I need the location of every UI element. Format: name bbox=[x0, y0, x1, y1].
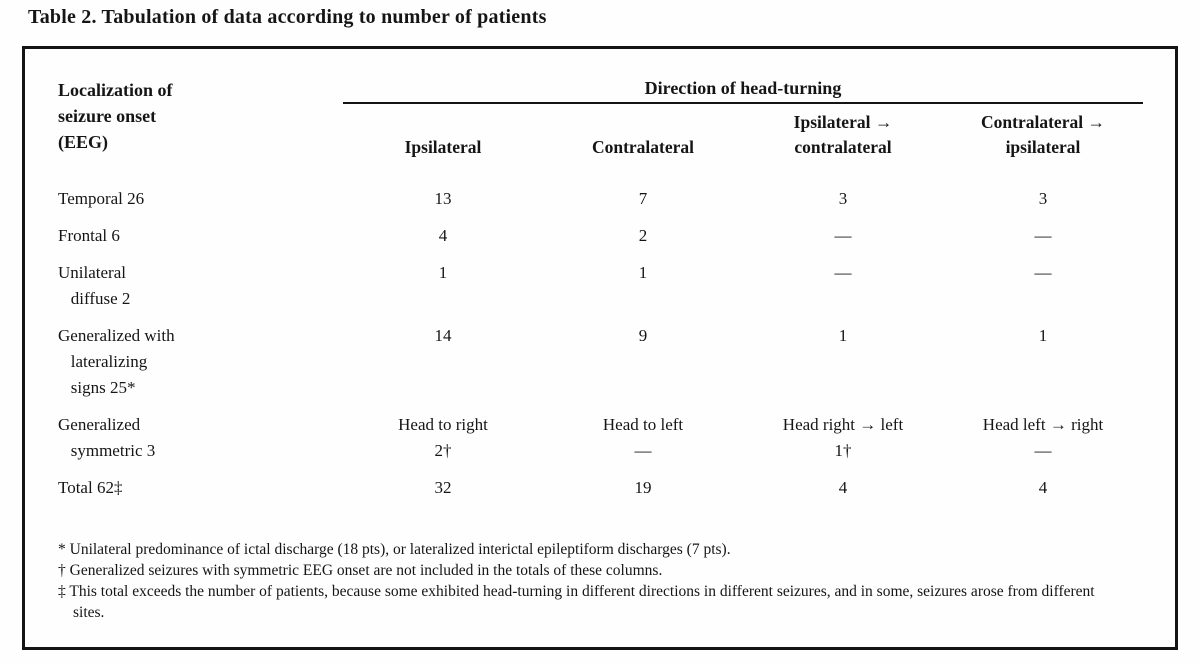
cell-value: Head left → right — bbox=[982, 415, 1104, 460]
spanner-header: Direction of head-turning bbox=[343, 77, 1143, 104]
table-row-total: Total 62‡ 32 19 4 4 bbox=[58, 475, 1175, 501]
column-header-ipsi-to-contra: Ipsilateral → contralateral bbox=[793, 112, 893, 157]
row-label: Frontal 6 bbox=[58, 226, 120, 245]
cell-value: — bbox=[834, 263, 852, 282]
cell-value: 1 bbox=[438, 263, 448, 282]
table-border-box: Localization of seizure onset (EEG) Dire… bbox=[22, 46, 1178, 650]
cell-value: Head to left — bbox=[602, 415, 684, 460]
column-header-contra-to-ipsi: Contralateral → ipsilateral bbox=[981, 112, 1105, 157]
table-header: Localization of seizure onset (EEG) Dire… bbox=[58, 77, 1175, 160]
cell-value: — bbox=[1034, 226, 1052, 245]
cell-value: 1 bbox=[638, 263, 648, 282]
column-headers: Ipsilateral Contralateral Ipsilateral → … bbox=[343, 110, 1143, 160]
cell-value: Head to right 2† bbox=[398, 415, 488, 460]
cell-value: — bbox=[834, 226, 852, 245]
row-label: Generalized with lateralizing signs 25* bbox=[58, 326, 175, 397]
row-label: Temporal 26 bbox=[58, 189, 145, 208]
footnote-asterisk: * Unilateral predominance of ictal disch… bbox=[58, 541, 731, 558]
cell-value: 7 bbox=[638, 189, 648, 208]
footnotes: * Unilateral predominance of ictal disch… bbox=[58, 539, 1175, 623]
cell-value: 1 bbox=[838, 326, 848, 345]
cell-value: 3 bbox=[838, 189, 848, 208]
column-header-group: Direction of head-turning Ipsilateral Co… bbox=[343, 77, 1143, 160]
cell-value: 1 bbox=[1038, 326, 1048, 345]
cell-value: 4 bbox=[1038, 478, 1048, 497]
cell-value: Head right → left 1† bbox=[782, 415, 904, 460]
table-content: Localization of seizure onset (EEG) Dire… bbox=[25, 49, 1175, 623]
column-header-contralateral: Contralateral bbox=[591, 137, 695, 157]
table-row-frontal: Frontal 6 4 2 — — bbox=[58, 223, 1175, 249]
table-row-unilateral-diffuse: Unilateral diffuse 2 1 1 — — bbox=[58, 260, 1175, 312]
cell-value: 32 bbox=[434, 478, 452, 497]
row-label: Generalized symmetric 3 bbox=[58, 415, 156, 460]
table-row-generalized-lateralizing: Generalized with lateralizing signs 25* … bbox=[58, 323, 1175, 401]
footnote-dagger: † Generalized seizures with symmetric EE… bbox=[58, 562, 663, 579]
cell-value: 3 bbox=[1038, 189, 1048, 208]
table-row-generalized-symmetric: Generalized symmetric 3 Head to right 2†… bbox=[58, 412, 1175, 464]
cell-value: 19 bbox=[634, 478, 652, 497]
table-row-temporal: Temporal 26 13 7 3 3 bbox=[58, 186, 1175, 212]
cell-value: 9 bbox=[638, 326, 648, 345]
row-label: Unilateral diffuse 2 bbox=[58, 263, 131, 308]
cell-value: — bbox=[1034, 263, 1052, 282]
table-title: Table 2. Tabulation of data according to… bbox=[28, 6, 547, 28]
cell-value: 2 bbox=[638, 226, 648, 245]
footnote-double-dagger: ‡ This total exceeds the number of patie… bbox=[58, 583, 1095, 621]
cell-value: 4 bbox=[438, 226, 448, 245]
cell-value: 4 bbox=[838, 478, 848, 497]
cell-value: 14 bbox=[434, 326, 452, 345]
row-stub-header: Localization of seizure onset (EEG) bbox=[58, 80, 173, 152]
cell-value: 13 bbox=[434, 189, 452, 208]
row-label: Total 62‡ bbox=[58, 478, 123, 497]
column-header-ipsilateral: Ipsilateral bbox=[404, 137, 482, 157]
